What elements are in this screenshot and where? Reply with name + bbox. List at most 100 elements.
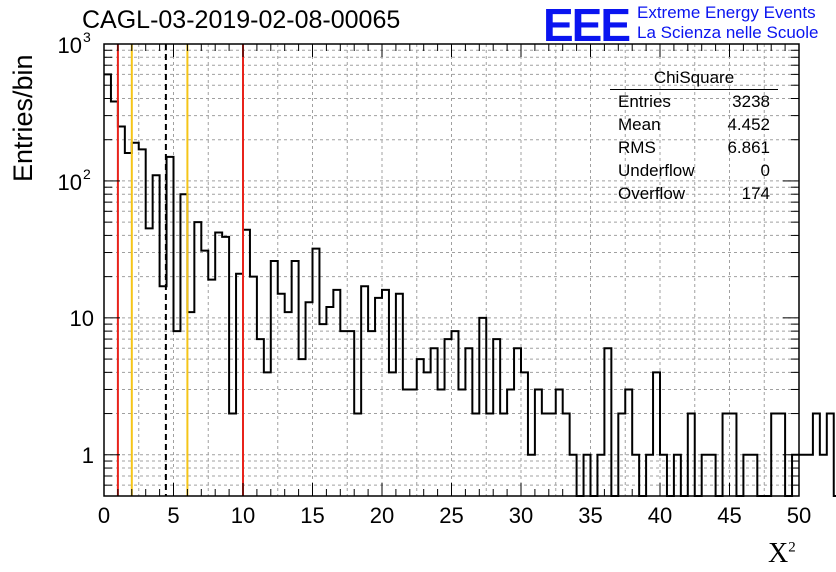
stats-label: Mean: [618, 115, 661, 134]
histogram-bin: [375, 298, 382, 496]
x-tick-label: 10: [231, 503, 255, 528]
y-tick-label-exponent: 2: [83, 166, 91, 182]
histogram-bin: [278, 294, 285, 496]
histogram-bin: [500, 414, 507, 496]
histogram-bin: [813, 414, 820, 496]
histogram-bin: [514, 348, 521, 496]
histogram-bin: [570, 455, 577, 496]
y-tick-label: 10: [70, 306, 94, 331]
histogram-bin: [493, 339, 500, 496]
histogram-bin: [438, 389, 445, 496]
histogram-bin: [222, 237, 229, 496]
histogram-bin: [465, 348, 472, 496]
histogram-bin: [347, 331, 354, 496]
stats-title: ChiSquare: [610, 67, 778, 90]
y-tick-label: 10: [58, 33, 82, 58]
y-axis-label: Entries/bin: [8, 54, 38, 182]
histogram-bin: [486, 414, 493, 496]
logo-text-line1: Extreme Energy Events: [637, 3, 816, 22]
histogram-bin: [111, 102, 118, 496]
histogram-bin: [660, 455, 667, 496]
histogram-bin: [104, 74, 111, 496]
histogram-bin: [799, 455, 806, 496]
x-tick-label: 5: [167, 503, 179, 528]
histogram-bin: [146, 228, 153, 496]
histogram-bin: [827, 414, 834, 496]
histogram-bin: [604, 348, 611, 496]
x-tick-label: 45: [717, 503, 741, 528]
stats-label: Entries: [618, 92, 671, 111]
histogram-bin: [243, 230, 250, 496]
x-tick-label: 0: [98, 503, 110, 528]
histogram-bin: [389, 372, 396, 496]
histogram-bin: [632, 455, 639, 496]
x-axis-label-base: X: [768, 538, 789, 569]
histogram-bin: [646, 455, 653, 496]
histogram-bin: [229, 414, 236, 496]
histogram-bin: [264, 372, 271, 496]
histogram-bin: [326, 307, 333, 496]
stats-row-overflow: Overflow 174: [610, 182, 778, 205]
histogram-bin: [313, 249, 320, 496]
histogram-bin: [431, 348, 438, 496]
y-tick-label-exponent: 3: [83, 29, 91, 45]
histogram-bin: [445, 339, 452, 496]
histogram-bin: [563, 414, 570, 496]
histogram-bin: [396, 294, 403, 496]
histogram-bin: [174, 331, 181, 496]
histogram-bin: [472, 414, 479, 496]
x-tick-label: 50: [787, 503, 811, 528]
histogram-bin: [285, 312, 292, 496]
y-tick-label: 10: [58, 170, 82, 195]
histogram-bin: [194, 222, 201, 496]
x-axis-label-superscript: 2: [788, 539, 796, 556]
histogram-bin: [333, 290, 340, 496]
histogram-bin: [625, 389, 632, 496]
grid: [104, 44, 799, 496]
x-tick-label: 40: [648, 503, 672, 528]
stats-value: 174: [741, 184, 770, 203]
histogram-bin: [688, 414, 695, 496]
x-axis-label: X2: [768, 538, 796, 570]
histogram-bin: [306, 302, 313, 496]
histogram-bin: [250, 277, 257, 496]
histogram-bin: [521, 372, 528, 496]
histogram-bin: [125, 153, 132, 496]
stats-value: 4.452: [727, 115, 770, 134]
histogram-bin: [702, 455, 709, 496]
stats-box: ChiSquare Entries 3238 Mean 4.452 RMS 6.…: [610, 67, 778, 205]
stats-label: Overflow: [618, 184, 686, 203]
histogram-bin: [361, 286, 368, 496]
histogram-outline: [104, 73, 836, 497]
histogram-bin: [167, 157, 174, 496]
histogram-bin: [236, 274, 243, 496]
histogram-bin: [653, 372, 660, 496]
histogram-bin: [201, 251, 208, 496]
histogram-bin: [730, 414, 737, 496]
histogram-bin: [535, 389, 542, 496]
histogram-bin: [271, 261, 278, 496]
histogram-bin: [507, 389, 514, 496]
histogram-bin: [452, 331, 459, 496]
histogram-bin: [709, 455, 716, 496]
stats-row-mean: Mean 4.452: [610, 113, 778, 136]
histogram-bin: [750, 455, 757, 496]
stats-value: 3238: [732, 92, 770, 111]
histogram-bin: [118, 126, 125, 496]
stats-row-entries: Entries 3238: [610, 90, 778, 113]
stats-row-rms: RMS 6.861: [610, 136, 778, 159]
stats-label: Underflow: [618, 161, 695, 180]
histogram-bin: [542, 414, 549, 496]
histogram-bin: [153, 175, 160, 496]
histogram-bin: [597, 455, 604, 496]
histogram-bin: [299, 359, 306, 496]
stats-label: RMS: [618, 138, 656, 157]
histogram-bin: [820, 455, 827, 496]
stats-value: 0: [760, 161, 770, 180]
histogram-bin: [458, 389, 465, 496]
histogram-bin: [340, 331, 347, 496]
histogram-bin: [403, 389, 410, 496]
reference-lines: [116, 44, 244, 496]
histogram-bin: [354, 414, 361, 496]
